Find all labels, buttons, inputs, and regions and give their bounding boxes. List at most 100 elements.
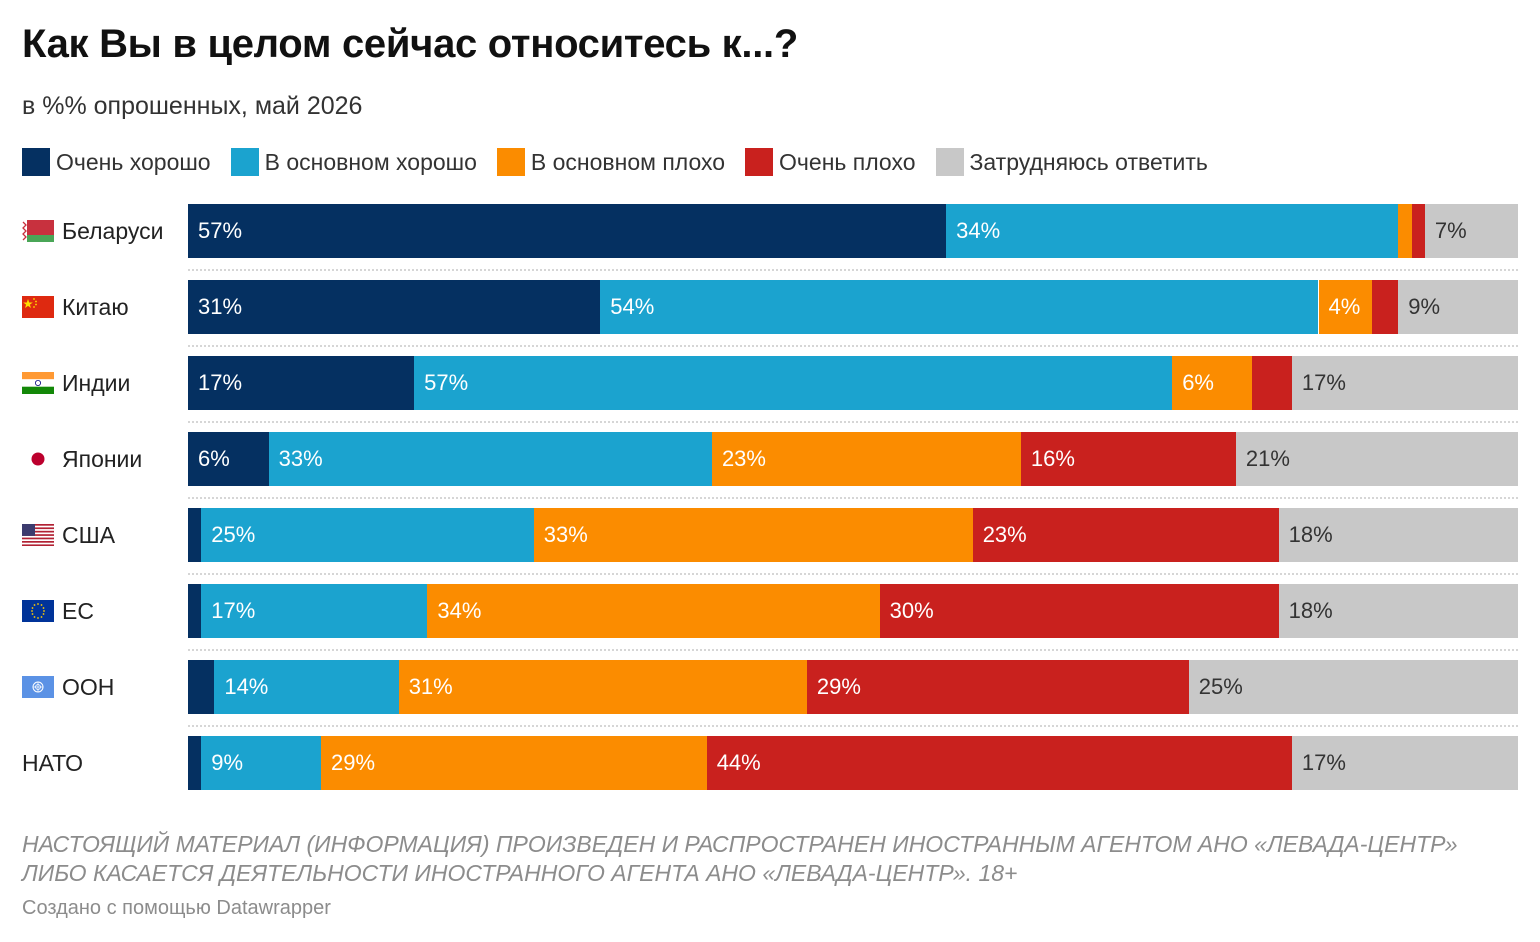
legend-label: Очень хорошо: [56, 148, 211, 175]
foreign-agent-note: НАСТОЯЩИЙ МАТЕРИАЛ (ИНФОРМАЦИЯ) ПРОИЗВЕД…: [22, 831, 1458, 886]
bar-segment: [188, 660, 215, 714]
bar-segment: [188, 356, 415, 410]
row-label: ООН: [22, 672, 114, 702]
bar-segment: [268, 432, 712, 486]
data-label: 21%: [1245, 446, 1290, 471]
legend-label: Очень плохо: [779, 148, 916, 175]
data-label: 17%: [211, 598, 256, 623]
data-label: 17%: [1301, 370, 1346, 395]
data-label: 31%: [408, 674, 453, 699]
bar-segment: [427, 584, 880, 638]
bar-segment: [879, 584, 1279, 638]
bar-segment: [188, 432, 269, 486]
data-label: 44%: [716, 750, 761, 775]
row-label-text: Японии: [62, 445, 143, 472]
row-separator: [188, 573, 1518, 575]
data-label: 25%: [211, 522, 256, 547]
data-label: 34%: [956, 218, 1001, 243]
legend-label: Затрудняюсь ответить: [969, 148, 1208, 175]
row-label-text: ООН: [62, 673, 115, 700]
data-label: 23%: [982, 522, 1027, 547]
data-label: 23%: [721, 446, 766, 471]
row-separator: [188, 345, 1518, 347]
bar-segment: [201, 736, 321, 790]
bar-segment: [533, 508, 973, 562]
legend-swatch: [935, 148, 964, 176]
bar-segment: [214, 660, 399, 714]
legend-item-very-good: Очень хорошо: [22, 148, 211, 176]
bar-segment: [1424, 204, 1518, 258]
row-separator: [188, 421, 1518, 423]
bar-segment: [806, 660, 1189, 714]
bar-segment: [188, 508, 202, 562]
data-label: 7%: [1434, 218, 1467, 243]
data-label: 9%: [211, 750, 244, 775]
eu-flag-icon: [22, 600, 54, 622]
data-label: 4%: [1328, 294, 1361, 319]
legend-swatch: [496, 148, 525, 176]
bar-segment: [321, 736, 707, 790]
row-label-text: НАТО: [22, 749, 84, 776]
bar-segment: [1278, 584, 1518, 638]
japan-flag-icon: [22, 448, 54, 470]
datawrapper-credit: Создано с помощью Datawrapper: [22, 897, 331, 919]
row-separator: [188, 725, 1518, 727]
data-label: 14%: [224, 674, 269, 699]
bar-segment: [1291, 736, 1518, 790]
chart-title: Как Вы в целом сейчас относитесь к...?: [22, 22, 798, 66]
bar-segment: [1188, 660, 1518, 714]
bar-segment: [201, 584, 428, 638]
bar-segment: [1398, 204, 1412, 258]
row-separator: [188, 269, 1518, 271]
row-label-text: США: [62, 521, 116, 548]
data-label: 33%: [543, 522, 588, 547]
data-label: 33%: [278, 446, 323, 471]
legend-item-mostly-good: В основном хорошо: [230, 148, 477, 176]
data-label: 16%: [1030, 446, 1075, 471]
row-label-text: Китаю: [62, 293, 129, 320]
bar-segment: [946, 204, 1399, 258]
data-label: 31%: [198, 294, 243, 319]
bar-segment: [1291, 356, 1518, 410]
legend-label: В основном плохо: [530, 148, 726, 175]
row-label-text: Индии: [62, 369, 131, 396]
bar-segment: [398, 660, 807, 714]
bar-segment: [1020, 432, 1236, 486]
data-label: 25%: [1198, 674, 1243, 699]
data-label: 17%: [1301, 750, 1346, 775]
data-label: 54%: [610, 294, 655, 319]
data-label: 57%: [198, 218, 243, 243]
row-label: США: [22, 520, 115, 550]
data-label: 34%: [437, 598, 482, 623]
row-label: Японии: [22, 444, 142, 474]
bar-segment: [1371, 280, 1399, 334]
chart-legend: Очень хорошо В основном хорошо В основно…: [22, 146, 1228, 178]
belarus-flag-icon: [22, 220, 54, 242]
legend-swatch: [745, 148, 774, 176]
row-label: Беларуси: [22, 216, 163, 246]
bar-segment: [706, 736, 1292, 790]
bar-segment: [188, 584, 202, 638]
bar-segment: [600, 280, 1319, 334]
row-separator: [188, 649, 1518, 651]
data-label: 9%: [1408, 294, 1441, 319]
bar-segment: [1172, 356, 1252, 410]
bar-segment: [414, 356, 1173, 410]
row-label: Китаю: [22, 292, 129, 322]
data-label: 6%: [198, 446, 230, 471]
legend-swatch: [22, 148, 50, 176]
data-label: 17%: [198, 370, 243, 395]
row-label: Индии: [22, 368, 130, 398]
data-label: 29%: [331, 750, 376, 775]
row-label: ЕС: [22, 596, 94, 626]
bar-segment: [1411, 204, 1425, 258]
bar-segment: [188, 204, 947, 258]
row-separator: [188, 497, 1518, 499]
bar-segment: [1278, 508, 1518, 562]
bar-segment: [188, 280, 601, 334]
india-flag-icon: [22, 372, 54, 394]
legend-item-hard-to-say: Затрудняюсь ответить: [935, 148, 1208, 176]
legend-item-mostly-bad: В основном плохо: [496, 148, 726, 176]
bar-segment: [711, 432, 1021, 486]
